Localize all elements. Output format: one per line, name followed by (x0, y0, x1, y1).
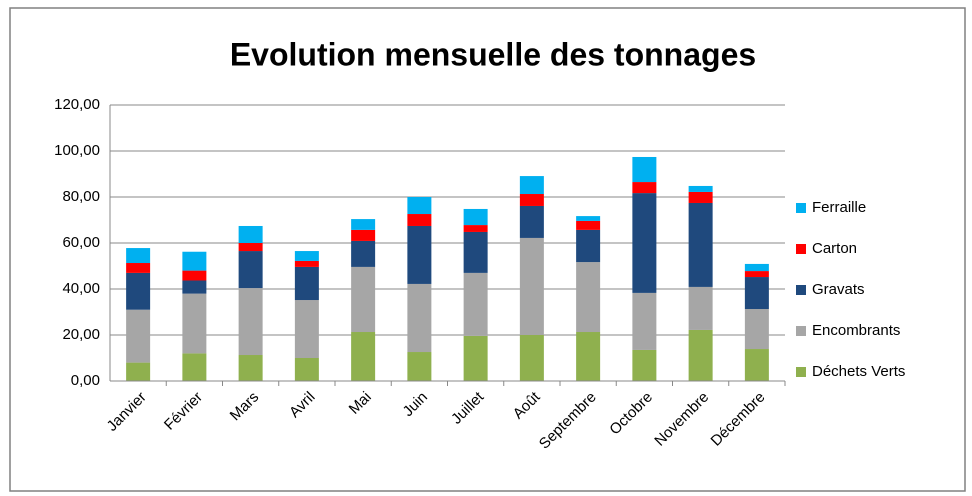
bar-segment (294, 300, 319, 358)
bar-segment (744, 309, 769, 350)
bar-segment (688, 329, 713, 381)
bar-segment (744, 349, 769, 381)
bar-segment (519, 205, 544, 238)
bar-segment (744, 277, 769, 310)
legend-swatch (796, 285, 806, 295)
legend-label: Déchets Verts (812, 363, 905, 380)
bar-segment (463, 208, 488, 226)
bar-segment (576, 216, 601, 221)
bar-segment (294, 260, 319, 267)
y-tick-label: 80,00 (62, 188, 100, 205)
legend-swatch (796, 244, 806, 254)
bar-segment (407, 283, 432, 353)
bar-segment (294, 266, 319, 301)
bar-segment (688, 185, 713, 192)
bar-segment (576, 220, 601, 230)
bar-segment (126, 309, 151, 363)
bar-segment (351, 219, 376, 230)
bar-segment (238, 225, 263, 243)
bar-segment (463, 335, 488, 381)
bar-segment (182, 293, 207, 354)
bar-segment (744, 263, 769, 272)
bar-segment (182, 353, 207, 381)
bar-segment (576, 332, 601, 381)
bar-segment (126, 263, 151, 273)
chart-title: Evolution mensuelle des tonnages (230, 36, 756, 72)
bar-segment (519, 335, 544, 381)
bar-segment (407, 214, 432, 226)
legend-swatch (796, 326, 806, 336)
bar-segment (688, 191, 713, 203)
bar-segment (463, 231, 488, 273)
legend-label: Encombrants (812, 322, 900, 339)
bar-segment (519, 176, 544, 195)
bar-segment (407, 352, 432, 381)
legend-label: Ferraille (812, 199, 866, 216)
bar-segment (351, 266, 376, 333)
bar-segment (407, 197, 432, 215)
bar-segment (238, 243, 263, 252)
bar-segment (351, 240, 376, 267)
bar-segment (632, 193, 657, 293)
bar-segment (126, 272, 151, 310)
bar-segment (294, 251, 319, 261)
y-tick-label: 0,00 (71, 372, 100, 389)
bar-segment (182, 251, 207, 271)
y-tick-label: 40,00 (62, 280, 100, 297)
bar-segment (238, 251, 263, 289)
bar-segment (294, 358, 319, 381)
y-tick-label: 20,00 (62, 326, 100, 343)
y-tick-label: 100,00 (54, 142, 100, 159)
bar-segment (744, 271, 769, 278)
bar-segment (576, 229, 601, 263)
bar-segment (576, 262, 601, 333)
bar-segment (632, 156, 657, 183)
bar-segment (688, 286, 713, 330)
y-tick-label: 120,00 (54, 96, 100, 113)
bar-segment (351, 229, 376, 241)
bar-segment (351, 332, 376, 381)
legend-swatch (796, 203, 806, 213)
bar-segment (632, 349, 657, 381)
bar-segment (463, 272, 488, 336)
bar-segment (688, 202, 713, 287)
bar-segment (519, 194, 544, 206)
bar-segment (126, 248, 151, 264)
legend-label: Carton (812, 240, 857, 257)
bar-segment (632, 292, 657, 350)
bar-segment (519, 237, 544, 335)
bar-segment (182, 270, 207, 281)
bar-segment (238, 355, 263, 381)
bar-segment (632, 182, 657, 194)
legend-label: Gravats (812, 281, 865, 298)
bar-segment (126, 362, 151, 381)
bar-segment (407, 225, 432, 284)
bar-segment (182, 280, 207, 294)
legend-swatch (796, 367, 806, 377)
y-tick-label: 60,00 (62, 234, 100, 251)
bar-segment (238, 288, 263, 356)
bar-segment (463, 225, 488, 232)
